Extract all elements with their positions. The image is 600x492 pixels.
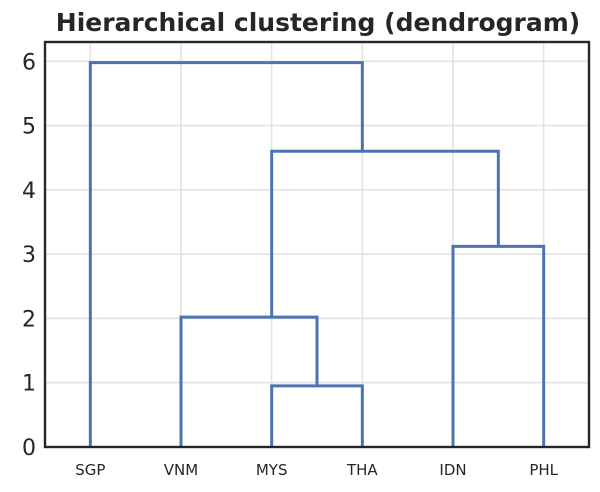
y-axis-ticks: 0 1 2 3 4 5 6: [22, 50, 36, 461]
x-tick-label: PHL: [529, 461, 558, 479]
dendrogram-link: [451, 244, 546, 447]
x-tick-label: SGP: [75, 461, 105, 479]
x-tick-label: VNM: [164, 461, 198, 479]
y-tick-label: 5: [22, 115, 36, 140]
dendrogram-links: [88, 61, 546, 447]
chart-title: Hierarchical clustering (dendrogram): [56, 8, 580, 37]
x-tick-label: IDN: [439, 461, 466, 479]
y-tick-label: 1: [22, 372, 36, 397]
dendrogram-link: [270, 384, 364, 447]
dendrogram-link: [270, 149, 500, 318]
plot-frame: [43, 40, 591, 449]
y-tick-label: 0: [22, 436, 36, 461]
y-tick-label: 6: [22, 50, 36, 75]
dendrogram-link: [88, 61, 364, 447]
y-tick-label: 2: [22, 307, 36, 332]
x-axis-ticks: SGP VNM MYS THA IDN PHL: [75, 461, 558, 479]
x-tick-label: MYS: [256, 461, 288, 479]
y-tick-label: 4: [22, 179, 36, 204]
dendrogram-link: [179, 315, 319, 447]
x-tick-label: THA: [346, 461, 378, 479]
y-tick-label: 3: [22, 243, 36, 268]
